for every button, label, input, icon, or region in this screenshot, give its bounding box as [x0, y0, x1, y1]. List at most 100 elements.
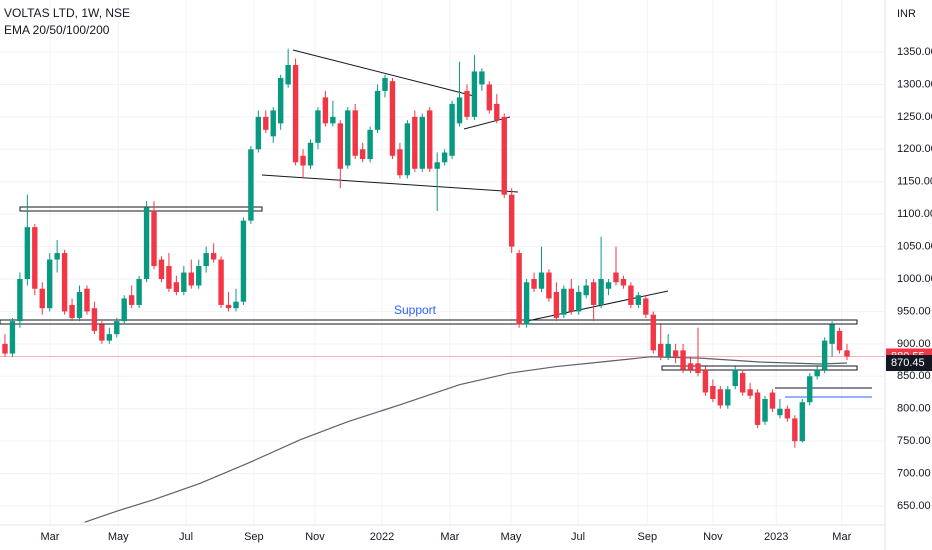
candle-body: [784, 408, 791, 419]
candle-body: [404, 123, 411, 176]
candle-body: [538, 272, 545, 289]
candle-body: [807, 376, 813, 403]
candle-body: [39, 288, 45, 309]
candle-body: [799, 402, 805, 442]
x-tick-label: Nov: [703, 531, 723, 543]
candle-body: [389, 81, 396, 156]
y-tick-label: 750.00: [897, 435, 931, 447]
candle-body: [486, 84, 493, 111]
axis-unit: INR: [897, 8, 916, 20]
candle-body: [672, 350, 679, 357]
candle-body: [836, 330, 843, 351]
candle-body: [114, 321, 120, 335]
ema-price-label: 870.45: [891, 357, 925, 369]
y-tick-label: 1000.00: [897, 273, 932, 285]
candle-body: [829, 324, 835, 344]
candle-body: [717, 389, 724, 406]
candle-body: [635, 295, 642, 305]
y-tick-label: 1150.00: [897, 176, 932, 188]
candle-body: [501, 116, 507, 195]
candle-body: [47, 259, 53, 309]
candle-body: [650, 314, 656, 351]
candle-body: [248, 149, 254, 221]
trend-line: [526, 290, 669, 322]
candle-body: [613, 272, 619, 283]
candle-body: [725, 389, 731, 406]
candle-body: [590, 282, 597, 305]
x-tick-label: Mar: [440, 531, 459, 543]
candle-body: [441, 152, 448, 163]
candle-body: [322, 97, 329, 124]
candle-body: [181, 272, 187, 292]
candle-body: [173, 282, 180, 292]
candle-body: [844, 350, 850, 357]
x-tick-label: Sep: [244, 531, 264, 543]
candle-body: [769, 392, 776, 409]
candle-body: [464, 90, 470, 117]
candle-body: [285, 64, 291, 85]
candle-body: [434, 162, 440, 169]
candle-body: [233, 301, 239, 309]
y-tick-label: 950.00: [897, 305, 931, 317]
support-zone: [661, 365, 858, 371]
candle-body: [508, 194, 515, 247]
candle-body: [382, 77, 388, 91]
candle-body: [225, 304, 232, 309]
candle-body: [359, 149, 366, 160]
y-tick-label: 650.00: [897, 500, 931, 512]
y-tick-label: 1300.00: [897, 78, 932, 90]
candle-body: [158, 259, 165, 280]
y-tick-label: 1100.00: [897, 208, 932, 220]
x-tick-label: 2022: [370, 531, 394, 543]
candle-body: [456, 97, 463, 124]
y-tick-label: 1350.00: [897, 46, 932, 58]
candle-body: [516, 253, 522, 325]
candle-body: [568, 288, 574, 312]
candle-body: [128, 295, 135, 305]
candle-body: [255, 116, 262, 150]
candle-body: [84, 288, 90, 312]
candle-body: [747, 389, 753, 396]
candle-body: [523, 282, 530, 325]
candle-body: [702, 369, 709, 393]
drawings: [0, 49, 872, 398]
candle-body: [419, 116, 425, 169]
candle-body: [598, 279, 604, 305]
x-tick-label: May: [501, 531, 522, 543]
candle-body: [367, 129, 373, 160]
candle-body: [687, 363, 694, 370]
candle-body: [203, 253, 209, 267]
candle-body: [121, 298, 127, 322]
y-tick-label: 1250.00: [897, 111, 932, 123]
y-tick-label: 700.00: [897, 467, 931, 479]
annotation: Support: [394, 303, 437, 317]
x-tick-label: Sep: [638, 531, 658, 543]
candle-body: [300, 155, 306, 166]
trend-line: [292, 49, 475, 97]
candle-body: [710, 386, 716, 399]
candle-body: [76, 291, 83, 318]
x-tick-label: Jul: [571, 531, 585, 543]
candle-body: [151, 210, 157, 267]
candle-body: [99, 324, 105, 341]
candle-body: [32, 227, 38, 289]
candle-body: [583, 285, 589, 296]
candle-body: [69, 304, 75, 318]
candle-body: [628, 285, 634, 305]
candle-body: [739, 373, 746, 393]
candle-body: [54, 253, 60, 260]
y-tick-label: 1050.00: [897, 240, 932, 252]
candle-body: [821, 340, 828, 370]
y-tick-label: 850.00: [897, 370, 931, 382]
candle-body: [61, 253, 68, 312]
candle-body: [292, 64, 299, 163]
candle-body: [397, 149, 403, 176]
candle-body: [754, 392, 761, 425]
candle-body: [576, 291, 582, 312]
y-tick-label: 1200.00: [897, 143, 932, 155]
candle-body: [196, 266, 202, 286]
support-zone: [0, 319, 858, 325]
candle-body: [762, 398, 768, 422]
